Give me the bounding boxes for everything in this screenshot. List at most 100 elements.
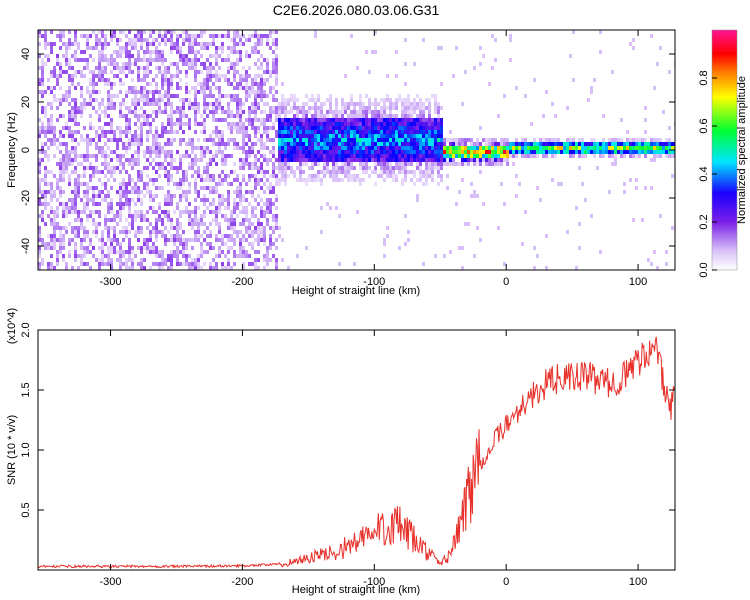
heatmap-cell xyxy=(152,182,155,186)
heatmap-cell xyxy=(59,86,62,90)
heatmap-cell xyxy=(404,158,407,162)
heatmap-cell xyxy=(398,138,401,142)
heatmap-cell xyxy=(131,62,134,66)
heatmap-cell xyxy=(47,170,50,174)
heatmap-cell xyxy=(170,110,173,114)
heatmap-cell xyxy=(491,150,494,154)
heatmap-cell xyxy=(194,98,197,102)
heatmap-cell xyxy=(263,78,266,82)
heatmap-cell xyxy=(233,142,236,146)
heatmap-cell xyxy=(134,142,137,146)
heatmap-cell xyxy=(65,162,68,166)
heatmap-cell xyxy=(455,146,458,150)
heatmap-cell xyxy=(161,166,164,170)
heatmap-cell xyxy=(203,90,206,94)
heatmap-cell xyxy=(626,138,629,142)
heatmap-cell xyxy=(350,94,353,98)
heatmap-cell xyxy=(428,142,431,146)
heatmap-cell xyxy=(50,254,53,258)
heatmap-cell xyxy=(227,206,230,210)
heatmap-cell xyxy=(77,142,80,146)
heatmap-cell xyxy=(155,222,158,226)
heatmap-cell xyxy=(83,66,86,70)
heatmap-cell xyxy=(431,146,434,150)
heatmap-cell xyxy=(113,178,116,182)
heatmap-cell xyxy=(86,190,89,194)
heatmap-cell xyxy=(119,82,122,86)
heatmap-cell xyxy=(425,158,428,162)
heatmap-cell xyxy=(107,58,110,62)
heatmap-cell xyxy=(137,194,140,198)
heatmap-cell xyxy=(353,154,356,158)
heatmap-cell xyxy=(407,94,410,98)
heatmap-cell xyxy=(167,130,170,134)
heatmap-cell xyxy=(305,154,308,158)
heatmap-cell xyxy=(527,154,530,158)
heatmap-cell xyxy=(194,178,197,182)
heatmap-cell xyxy=(461,178,464,182)
heatmap-cell xyxy=(80,262,83,266)
heatmap-cell xyxy=(107,78,110,82)
heatmap-cell xyxy=(389,154,392,158)
heatmap-cell xyxy=(233,242,236,246)
heatmap-cell xyxy=(245,198,248,202)
heatmap-cell xyxy=(50,222,53,226)
heatmap-cell xyxy=(155,66,158,70)
heatmap-cell xyxy=(251,206,254,210)
heatmap-cell xyxy=(89,90,92,94)
heatmap-cell xyxy=(434,154,437,158)
heatmap-cell xyxy=(194,130,197,134)
heatmap-cell xyxy=(347,162,350,166)
heatmap-cell xyxy=(170,174,173,178)
heatmap-cell xyxy=(272,146,275,150)
heatmap-cell xyxy=(287,110,290,114)
heatmap-cell xyxy=(143,90,146,94)
heatmap-cell xyxy=(200,54,203,58)
heatmap-cell xyxy=(215,214,218,218)
heatmap-cell xyxy=(110,86,113,90)
heatmap-cell xyxy=(236,122,239,126)
heatmap-cell xyxy=(182,106,185,110)
heatmap-cell xyxy=(125,146,128,150)
heatmap-cell xyxy=(221,94,224,98)
heatmap-cell xyxy=(56,262,59,266)
heatmap-cell xyxy=(374,146,377,150)
heatmap-cell xyxy=(260,146,263,150)
heatmap-cell xyxy=(164,202,167,206)
heatmap-cell xyxy=(212,94,215,98)
heatmap-cell xyxy=(128,210,131,214)
heatmap-cell xyxy=(41,82,44,86)
heatmap-cell xyxy=(254,158,257,162)
heatmap-cell xyxy=(104,166,107,170)
heatmap-cell xyxy=(215,206,218,210)
heatmap-cell xyxy=(62,214,65,218)
heatmap-cell xyxy=(155,130,158,134)
heatmap-cell xyxy=(215,266,218,270)
heatmap-cell xyxy=(317,130,320,134)
heatmap-cell xyxy=(290,126,293,130)
heatmap-cell xyxy=(107,42,110,46)
heatmap-cell xyxy=(416,158,419,162)
heatmap-cell xyxy=(143,218,146,222)
heatmap-cell xyxy=(287,158,290,162)
heatmap-cell xyxy=(197,110,200,114)
heatmap-cell xyxy=(371,110,374,114)
heatmap-cell xyxy=(50,42,53,46)
heatmap-cell xyxy=(332,130,335,134)
heatmap-cell xyxy=(293,106,296,110)
heatmap-cell xyxy=(149,54,152,58)
heatmap-cell xyxy=(164,74,167,78)
heatmap-cell xyxy=(347,126,350,130)
heatmap-cell xyxy=(206,146,209,150)
heatmap-cell xyxy=(218,138,221,142)
heatmap-cell xyxy=(524,154,527,158)
heatmap-cell xyxy=(386,166,389,170)
heatmap-cell xyxy=(92,190,95,194)
heatmap-cell xyxy=(164,154,167,158)
heatmap-cell xyxy=(128,198,131,202)
heatmap-cell xyxy=(299,146,302,150)
heatmap-cell xyxy=(125,106,128,110)
heatmap-cell xyxy=(167,94,170,98)
heatmap-cell xyxy=(629,146,632,150)
heatmap-cell xyxy=(527,150,530,154)
